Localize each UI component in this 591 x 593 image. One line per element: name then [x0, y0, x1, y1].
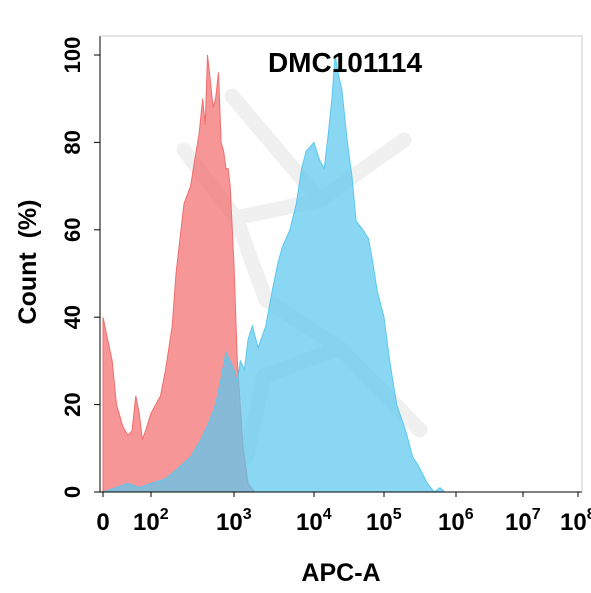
y-axis-label: Count (%): [14, 200, 42, 325]
x-tick-label: 108: [560, 506, 591, 536]
y-tick-label: 60: [60, 218, 85, 242]
histogram-series-2: [102, 54, 447, 493]
x-ticks: 0 102 103 104 105 106 107 108: [96, 492, 591, 536]
y-tick-label: 80: [60, 130, 85, 154]
y-ticks: 0 20 40 60 80 100: [60, 37, 100, 498]
y-tick-label: 20: [60, 392, 85, 416]
y-tick-label: 40: [60, 305, 85, 329]
series-layer: [102, 54, 447, 493]
y-tick-label: 100: [60, 37, 85, 74]
chart-title: DMC101114: [268, 47, 423, 78]
x-tick-label: 102: [133, 506, 169, 536]
histogram-series-1: [102, 54, 256, 493]
x-tick-label: 106: [438, 506, 474, 536]
y-tick-label: 0: [60, 486, 85, 498]
x-axis-label: APC-A: [301, 559, 380, 587]
x-tick-label: 103: [216, 506, 252, 536]
x-tick-label: 104: [296, 506, 332, 536]
x-tick-label: 0: [96, 509, 109, 536]
x-tick-label: 105: [366, 506, 402, 536]
x-tick-label: 107: [505, 506, 541, 536]
plot-frame: [99, 35, 583, 493]
